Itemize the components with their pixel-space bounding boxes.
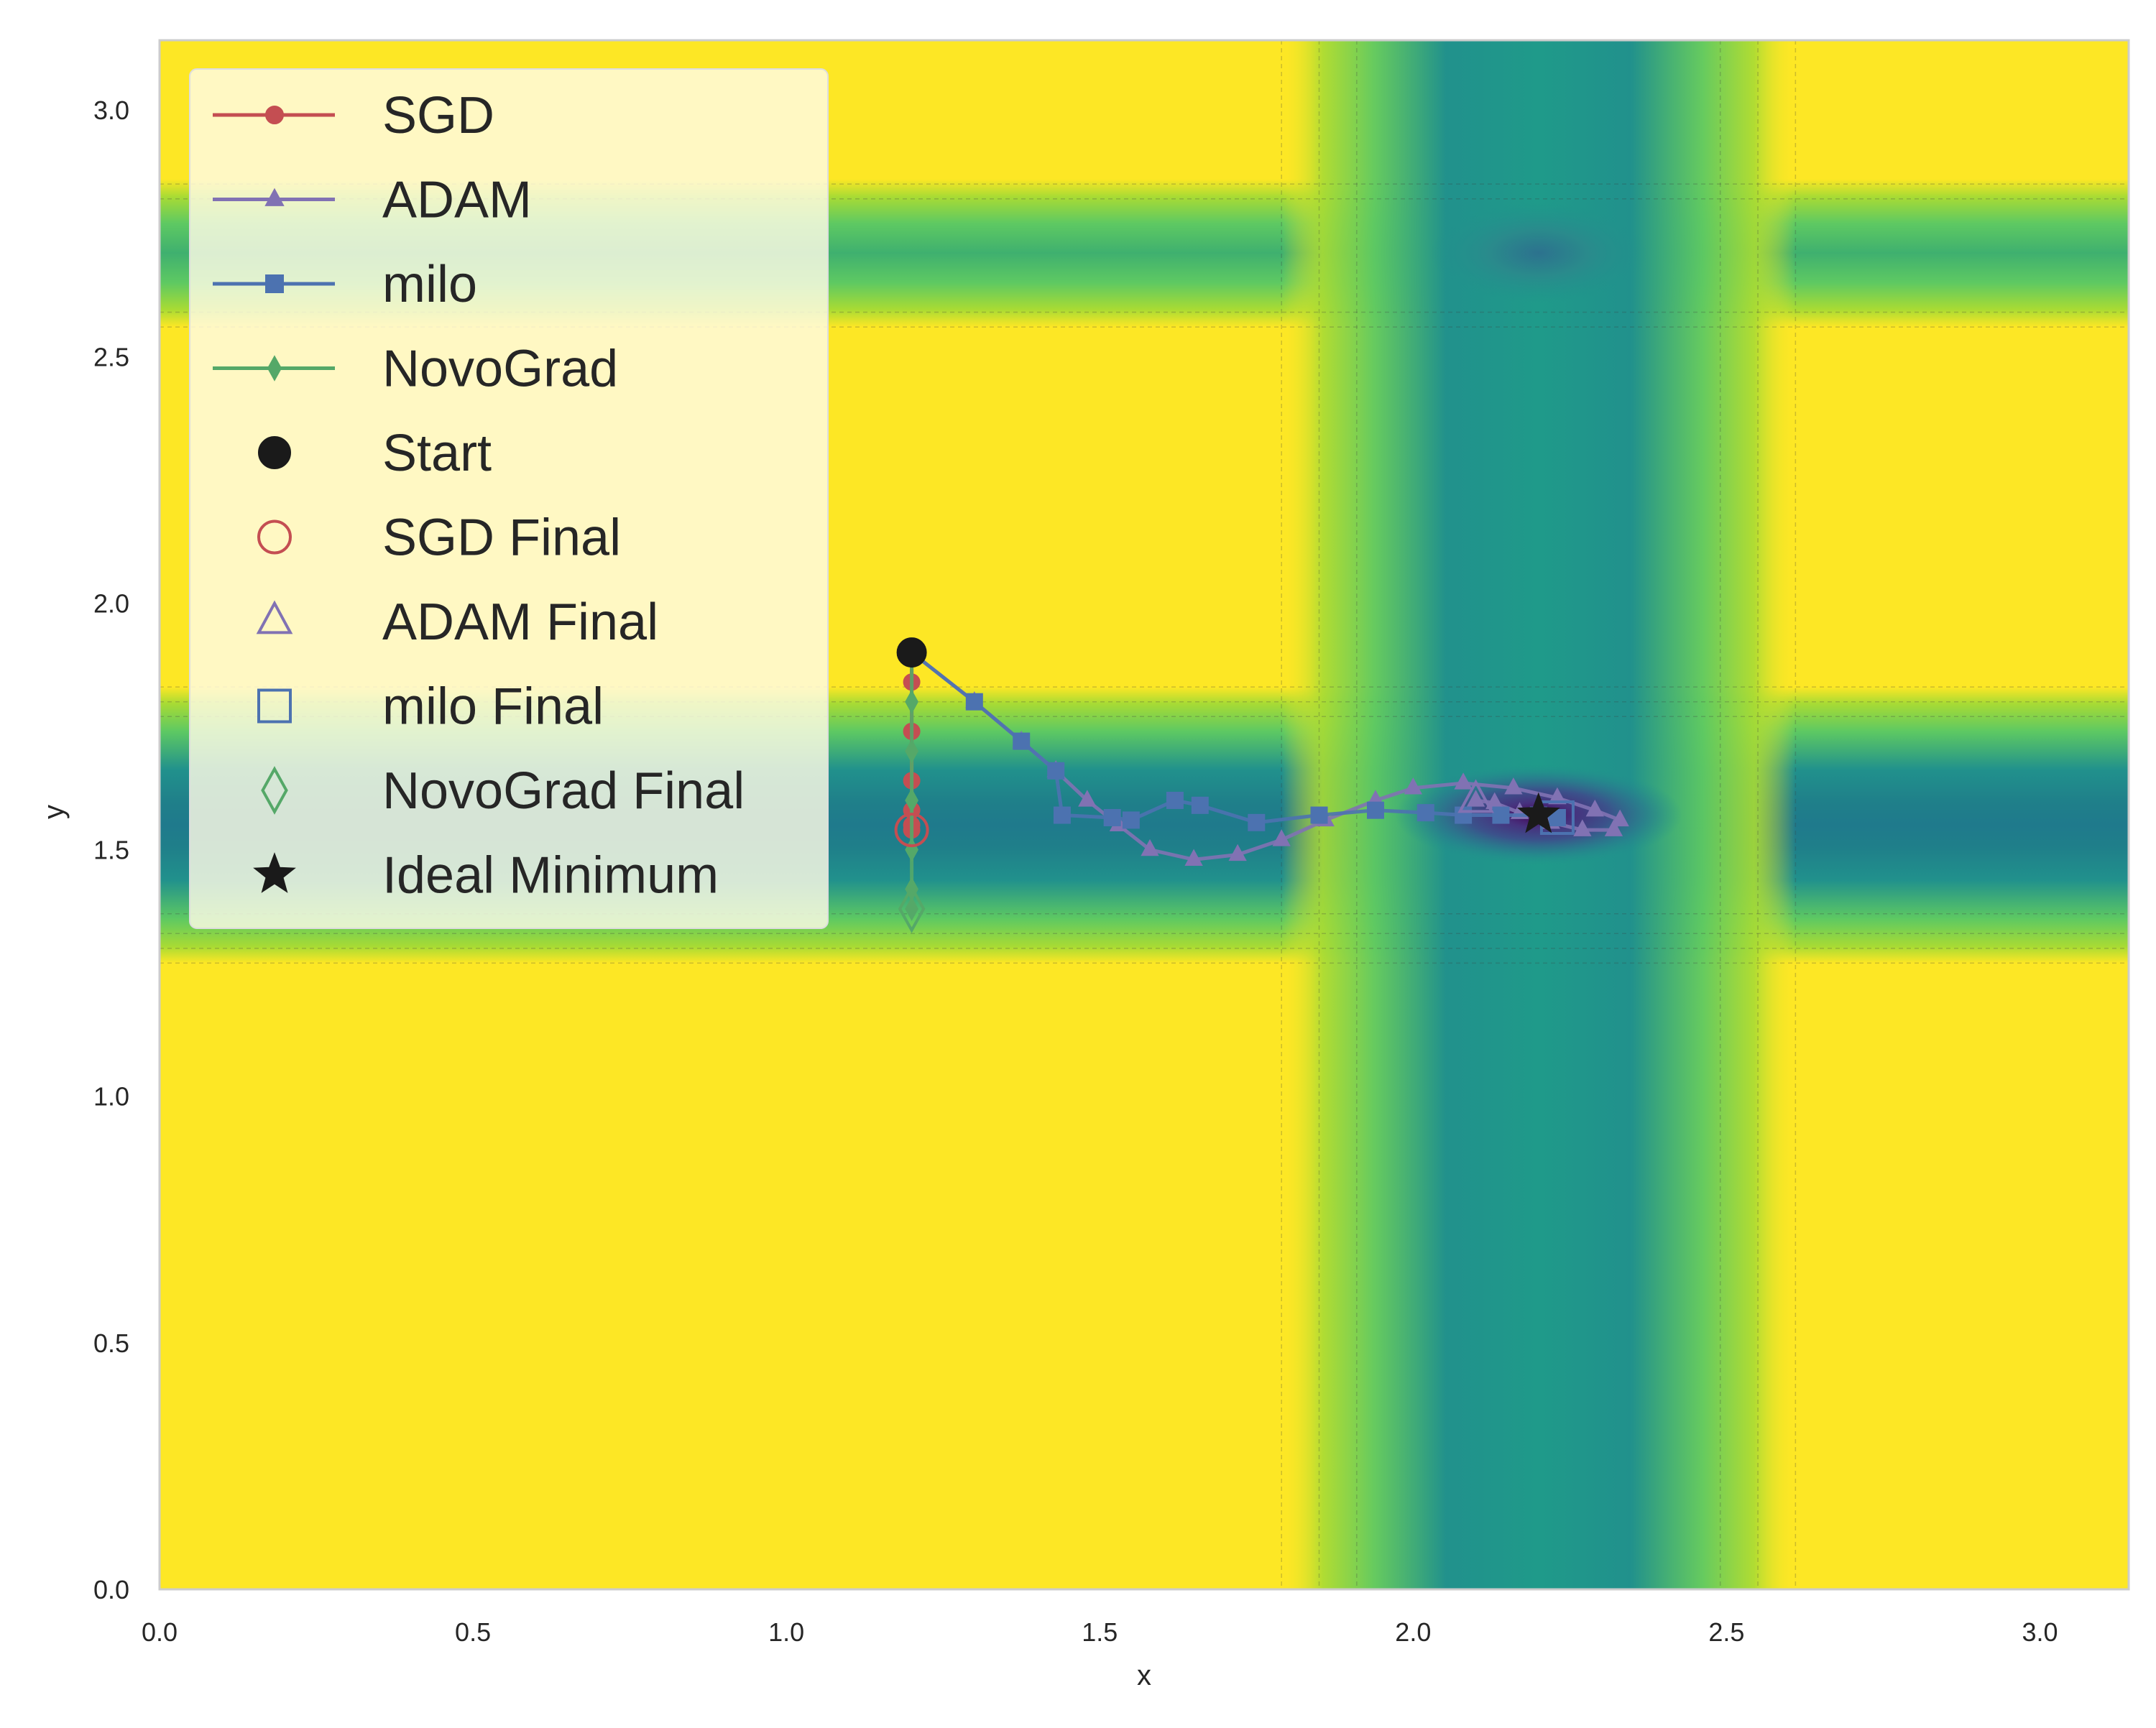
adam-point: [1548, 787, 1567, 805]
milo-point: [1191, 796, 1209, 814]
legend-marker-sgd-final: [257, 519, 292, 555]
legend-label: Start: [382, 425, 492, 482]
plot-frame: [158, 39, 2130, 1591]
x-tick-label: 2.0: [1395, 1617, 1431, 1647]
legend-entry-milo: milo: [213, 256, 477, 313]
novograd-point: [905, 897, 918, 921]
novograd-final-marker: [898, 884, 926, 933]
adam-point: [1573, 819, 1592, 836]
milo-point: [1053, 806, 1071, 824]
legend-label: NovoGrad Final: [382, 762, 745, 820]
adam-point: [1466, 790, 1485, 807]
legend-marker-start: [258, 436, 291, 469]
x-tick-label: 2.5: [1708, 1617, 1744, 1647]
y-tick-label: 0.5: [93, 1329, 129, 1358]
milo-point: [1013, 732, 1031, 750]
x-tick-label: 3.0: [2022, 1617, 2058, 1647]
x-tick-label: 0.5: [455, 1617, 491, 1647]
legend-entry-novograd-final: NovoGrad Final: [261, 762, 745, 820]
milo-point: [1122, 811, 1140, 829]
legend-marker-ideal-minimum: [253, 852, 296, 893]
legend-entry-adam: ADAM: [213, 172, 532, 229]
legend-marker-milo: [265, 274, 284, 293]
x-tick-label: 1.0: [768, 1617, 804, 1647]
start-marker: [896, 637, 927, 668]
adam-point: [1611, 809, 1629, 827]
legend-label: NovoGrad: [382, 341, 618, 398]
novograd-point: [905, 788, 918, 813]
legend-entry-sgd: SGD: [213, 87, 494, 144]
adam-point: [1141, 838, 1159, 856]
milo-point: [1248, 813, 1266, 831]
plot-area: [160, 40, 2129, 1589]
ideal-minimum-marker: [1516, 792, 1560, 833]
adam-final-marker: [1457, 779, 1494, 813]
adam-point: [1604, 819, 1623, 836]
y-tick-label: 2.5: [93, 342, 129, 371]
adam-line: [911, 651, 1623, 861]
legend-label: milo: [382, 256, 477, 313]
y-axis-ticks: 0.0 0.5 1.0 1.5 2.0 2.5 3.0: [93, 96, 129, 1604]
legend-entry-novograd: NovoGrad: [213, 341, 618, 398]
legend-box: [189, 68, 829, 929]
legend-label: ADAM Final: [382, 593, 658, 651]
novograd-point: [905, 689, 918, 714]
legend-entry-adam-final: ADAM Final: [256, 593, 658, 651]
milo-point: [1492, 806, 1510, 824]
legend-label: SGD Final: [382, 509, 621, 567]
x-axis-label: x: [1137, 1660, 1151, 1691]
legend-marker-adam-final: [256, 600, 293, 634]
milo-point: [1310, 806, 1328, 824]
adam-point: [1184, 849, 1203, 867]
legend-label: ADAM: [382, 172, 532, 229]
legend-entry-ideal-minimum: Ideal Minimum: [253, 847, 719, 905]
milo-point: [1103, 808, 1121, 826]
adam-point: [1272, 829, 1291, 846]
sgd-final-marker: [894, 813, 929, 848]
y-tick-label: 0.0: [93, 1575, 129, 1604]
milo-point: [1047, 762, 1065, 780]
legend-marker-milo-final: [257, 688, 292, 724]
y-tick-label: 1.5: [93, 836, 129, 865]
milo-point: [1455, 806, 1473, 824]
legend-items: SGD ADAM milo NovoGrad Start SGD Final ADAM Fi…: [213, 87, 745, 905]
adam-point: [1404, 777, 1423, 795]
y-tick-label: 3.0: [93, 96, 129, 125]
legend-entry-milo-final: milo Final: [257, 678, 604, 736]
upper-well: [1430, 203, 1646, 304]
milo-point: [1367, 801, 1385, 819]
x-tick-label: 1.5: [1082, 1617, 1118, 1647]
milo-point: [1416, 804, 1434, 822]
legend-marker-novograd: [267, 355, 282, 382]
y-tick-label: 2.0: [93, 588, 129, 618]
adam-point: [1585, 799, 1604, 817]
adam-point: [1504, 777, 1523, 795]
adam-point: [1228, 844, 1247, 861]
adam-point: [1078, 790, 1097, 807]
x-tick-label: 0.0: [142, 1617, 178, 1647]
legend-entry-start: Start: [258, 425, 492, 482]
adam-point: [1454, 772, 1473, 790]
legend-label: milo Final: [382, 678, 604, 736]
legend-entry-sgd-final: SGD Final: [257, 509, 621, 567]
legend-marker-sgd: [265, 106, 284, 124]
milo-point: [965, 693, 983, 711]
series-layer: [894, 637, 1629, 933]
legend-marker-adam: [264, 188, 285, 206]
x-axis-ticks: 0.0 0.5 1.0 1.5 2.0 2.5 3.0: [142, 1617, 2058, 1647]
milo-point: [1166, 791, 1184, 809]
y-axis-label: y: [38, 805, 70, 819]
legend-label: Ideal Minimum: [382, 847, 719, 905]
y-tick-label: 1.0: [93, 1082, 129, 1112]
legend: SGD ADAM milo NovoGrad Start SGD Final ADAM Fi…: [189, 68, 829, 929]
legend-marker-novograd-final: [261, 766, 288, 815]
legend-label: SGD: [382, 87, 494, 144]
novograd-point: [905, 739, 918, 764]
